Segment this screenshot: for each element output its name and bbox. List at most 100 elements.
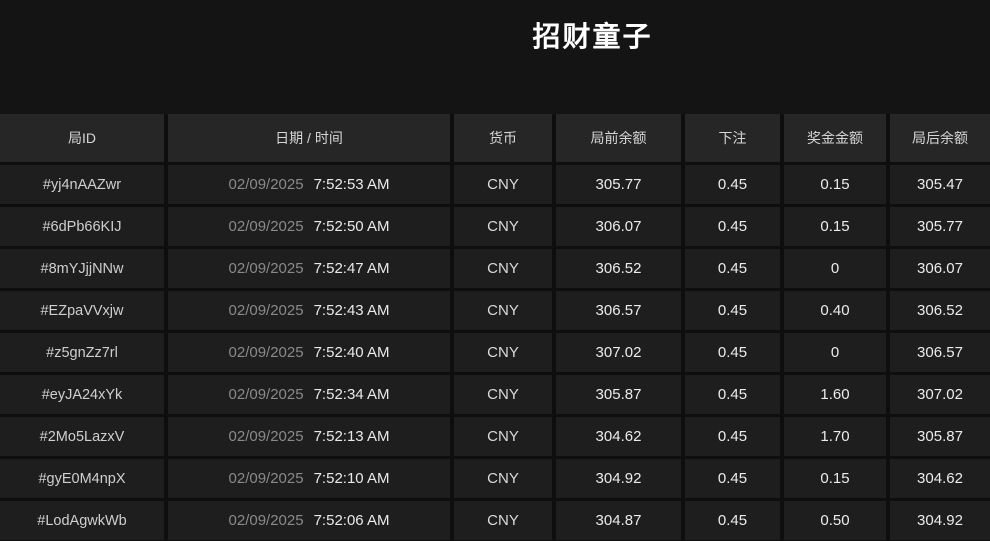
round-id-cell: #6dPb66KIJ [0, 207, 164, 246]
prize-cell: 0 [784, 333, 886, 372]
balance-after-cell: 304.92 [890, 501, 990, 540]
currency-cell: CNY [454, 249, 552, 288]
table-row: #LodAgwkWb 02/09/2025 7:52:06 AM CNY 304.87 0… [0, 501, 990, 540]
prize-cell: 0.15 [784, 165, 886, 204]
date-text: 02/09/2025 [228, 302, 304, 319]
prize-cell: 1.60 [784, 375, 886, 414]
bet-cell: 0.45 [685, 165, 780, 204]
currency-cell: CNY [454, 417, 552, 456]
game-history-table: 局ID 日期 / 时间 货币 局前余额 下注 奖金金额 局后余额 #yj4nAA… [0, 114, 990, 541]
table-row: #z5gnZz7rl 02/09/2025 7:52:40 AM CNY 307.02 0… [0, 333, 990, 372]
time-text: 7:52:10 AM [313, 470, 390, 487]
prize-cell: 1.70 [784, 417, 886, 456]
time-text: 7:52:40 AM [313, 344, 390, 361]
currency-cell: CNY [454, 207, 552, 246]
currency-cell: CNY [454, 291, 552, 330]
table-row: #EZpaVVxjw 02/09/2025 7:52:43 AM CNY 306.57 0… [0, 291, 990, 330]
balance-before-cell: 304.87 [556, 501, 681, 540]
datetime-cell: 02/09/2025 7:52:43 AM [168, 291, 450, 330]
date-text: 02/09/2025 [228, 512, 304, 529]
balance-after-cell: 307.02 [890, 375, 990, 414]
prize-cell: 0.40 [784, 291, 886, 330]
column-header-prize: 奖金金额 [784, 114, 886, 162]
column-header-round-id: 局ID [0, 114, 164, 162]
time-text: 7:52:34 AM [313, 386, 390, 403]
balance-before-cell: 306.52 [556, 249, 681, 288]
bet-cell: 0.45 [685, 249, 780, 288]
table-row: #2Mo5LazxV 02/09/2025 7:52:13 AM CNY 304.62 0… [0, 417, 990, 456]
title-bar: 招财童子 [0, 0, 990, 114]
bet-cell: 0.45 [685, 291, 780, 330]
date-text: 02/09/2025 [228, 260, 304, 277]
bet-cell: 0.45 [685, 459, 780, 498]
table-row: #6dPb66KIJ 02/09/2025 7:52:50 AM CNY 306.07 0… [0, 207, 990, 246]
bet-cell: 0.45 [685, 417, 780, 456]
datetime-cell: 02/09/2025 7:52:10 AM [168, 459, 450, 498]
time-text: 7:52:53 AM [313, 176, 390, 193]
currency-cell: CNY [454, 375, 552, 414]
currency-cell: CNY [454, 501, 552, 540]
table-row: #gyE0M4npX 02/09/2025 7:52:10 AM CNY 304.92 0… [0, 459, 990, 498]
column-header-bet: 下注 [685, 114, 780, 162]
currency-cell: CNY [454, 333, 552, 372]
bet-cell: 0.45 [685, 207, 780, 246]
column-header-balance-before: 局前余额 [556, 114, 681, 162]
balance-after-cell: 305.87 [890, 417, 990, 456]
datetime-cell: 02/09/2025 7:52:47 AM [168, 249, 450, 288]
balance-before-cell: 306.07 [556, 207, 681, 246]
time-text: 7:52:47 AM [313, 260, 390, 277]
currency-cell: CNY [454, 165, 552, 204]
table-body: #yj4nAAZwr 02/09/2025 7:52:53 AM CNY 305.77 0… [0, 165, 990, 540]
balance-after-cell: 306.07 [890, 249, 990, 288]
round-id-cell: #yj4nAAZwr [0, 165, 164, 204]
prize-cell: 0.15 [784, 459, 886, 498]
balance-before-cell: 304.92 [556, 459, 681, 498]
date-text: 02/09/2025 [228, 428, 304, 445]
balance-before-cell: 305.77 [556, 165, 681, 204]
column-header-currency: 货币 [454, 114, 552, 162]
date-text: 02/09/2025 [228, 470, 304, 487]
round-id-cell: #LodAgwkWb [0, 501, 164, 540]
column-header-datetime: 日期 / 时间 [168, 114, 450, 162]
datetime-cell: 02/09/2025 7:52:53 AM [168, 165, 450, 204]
balance-after-cell: 306.57 [890, 333, 990, 372]
balance-before-cell: 306.57 [556, 291, 681, 330]
prize-cell: 0.15 [784, 207, 886, 246]
balance-after-cell: 305.77 [890, 207, 990, 246]
page-title: 招财童子 [532, 21, 653, 52]
datetime-cell: 02/09/2025 7:52:34 AM [168, 375, 450, 414]
date-text: 02/09/2025 [228, 386, 304, 403]
time-text: 7:52:50 AM [313, 218, 390, 235]
currency-cell: CNY [454, 459, 552, 498]
balance-after-cell: 306.52 [890, 291, 990, 330]
prize-cell: 0.50 [784, 501, 886, 540]
date-text: 02/09/2025 [228, 218, 304, 235]
table-header-row: 局ID 日期 / 时间 货币 局前余额 下注 奖金金额 局后余额 [0, 114, 990, 162]
round-id-cell: #gyE0M4npX [0, 459, 164, 498]
round-id-cell: #2Mo5LazxV [0, 417, 164, 456]
datetime-cell: 02/09/2025 7:52:06 AM [168, 501, 450, 540]
time-text: 7:52:43 AM [313, 302, 390, 319]
round-id-cell: #EZpaVVxjw [0, 291, 164, 330]
balance-before-cell: 307.02 [556, 333, 681, 372]
table-row: #eyJA24xYk 02/09/2025 7:52:34 AM CNY 305.87 0… [0, 375, 990, 414]
round-id-cell: #8mYJjjNNw [0, 249, 164, 288]
round-id-cell: #z5gnZz7rl [0, 333, 164, 372]
table-row: #8mYJjjNNw 02/09/2025 7:52:47 AM CNY 306.52 0… [0, 249, 990, 288]
balance-after-cell: 304.62 [890, 459, 990, 498]
balance-after-cell: 305.47 [890, 165, 990, 204]
time-text: 7:52:06 AM [313, 512, 390, 529]
bet-cell: 0.45 [685, 375, 780, 414]
date-text: 02/09/2025 [228, 176, 304, 193]
bet-cell: 0.45 [685, 501, 780, 540]
datetime-cell: 02/09/2025 7:52:50 AM [168, 207, 450, 246]
bet-cell: 0.45 [685, 333, 780, 372]
time-text: 7:52:13 AM [313, 428, 390, 445]
datetime-cell: 02/09/2025 7:52:13 AM [168, 417, 450, 456]
datetime-cell: 02/09/2025 7:52:40 AM [168, 333, 450, 372]
round-id-cell: #eyJA24xYk [0, 375, 164, 414]
table-row: #yj4nAAZwr 02/09/2025 7:52:53 AM CNY 305.77 0… [0, 165, 990, 204]
balance-before-cell: 304.62 [556, 417, 681, 456]
column-header-balance-after: 局后余额 [890, 114, 990, 162]
